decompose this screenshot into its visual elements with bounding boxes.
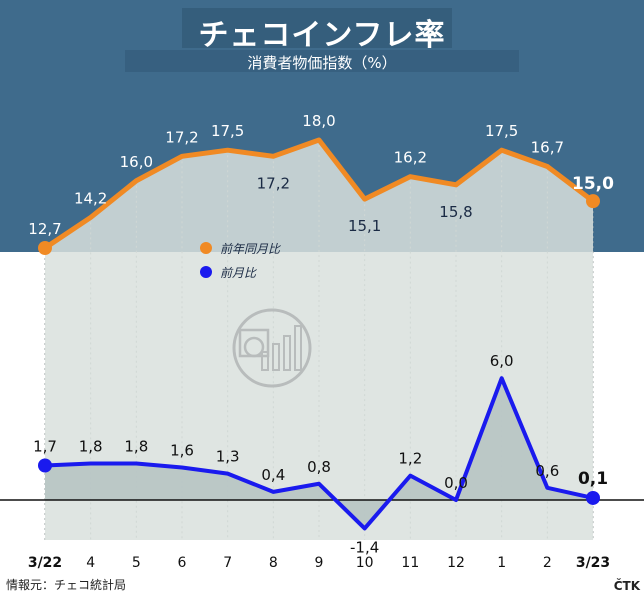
subtitle-backdrop [125,50,519,72]
mom-point [586,490,600,505]
yoy-area-fill [45,140,593,540]
yoy-data-label: 15,0 [572,174,614,194]
mom-area-fill [45,378,593,529]
x-tick-label: 4 [86,555,95,571]
series-lines [43,137,595,531]
legend-marker-mom [200,266,212,278]
x-tick-label: 3/22 [28,555,62,571]
yoy-data-label: 15,8 [439,203,472,221]
mom-data-label: 0,0 [444,474,468,492]
yoy-area [45,140,593,540]
legend-marker-yoy [200,242,212,254]
mom-data-label: 0,1 [578,469,608,489]
legend-item-yoy: 前年同月比 [200,236,280,260]
x-tick-label: 3/23 [576,555,610,571]
source-note: 情報元：チェコ統計局 [6,578,127,592]
x-tick-label: 1 [497,555,506,571]
credit-label: ČTK [613,579,640,593]
mom-point [38,458,52,473]
yoy-data-label: 18,0 [302,112,335,130]
x-tick-label: 6 [178,555,187,571]
title-backdrop [182,8,452,48]
watermark-icon [232,308,312,388]
x-tick-labels: 3/22 4 5 6 7 8 9 10 11 12 1 2 3/23 [28,555,610,571]
mom-data-label: 0,4 [261,466,285,484]
yoy-line [43,137,595,251]
legend-label-yoy: 前年同月比 [220,241,281,256]
yoy-data-label: 17,2 [165,128,198,146]
yoy-data-label: 16,2 [394,149,427,167]
mom-data-label: 1,8 [79,437,103,455]
mom-line [44,376,594,531]
x-tick-label: 7 [223,555,232,571]
data-labels: 12,7 14,2 16,0 17,2 17,5 17,2 18,0 15,1 16,2 15,8… [28,112,614,556]
series-points [38,194,600,505]
yoy-data-label: 17,2 [257,174,290,192]
mom-data-label: -1,4 [350,538,379,556]
x-tick-label: 5 [132,555,141,571]
mom-data-label: 1,2 [398,450,422,468]
x-tick-label: 8 [269,555,278,571]
x-tick-label: 9 [315,555,324,571]
yoy-data-label: 15,1 [348,217,381,235]
mom-data-label: 1,8 [124,437,148,455]
mom-data-label: 0,6 [535,462,559,480]
yoy-point [38,241,52,255]
mom-data-label: 1,3 [216,448,240,466]
legend-label-mom: 前月比 [220,265,257,280]
chart-subtitle: 消費者物価指数（%） [247,54,397,72]
x-tick-label: 2 [543,555,552,571]
yoy-data-label: 12,7 [28,220,61,238]
yoy-point [586,194,600,209]
x-tick-label: 10 [356,555,374,571]
yoy-data-label: 16,0 [120,153,153,171]
x-tick-label: 12 [447,555,465,571]
mom-data-label: 1,6 [170,442,194,460]
yoy-data-label: 14,2 [74,189,107,207]
mom-data-label: 1,7 [33,437,57,455]
mom-data-label: 0,8 [307,458,331,476]
mom-data-label: 6,0 [490,352,514,370]
yoy-data-label: 16,7 [531,138,564,156]
chart-title: チェコインフレ率 [198,18,446,53]
yoy-data-label: 17,5 [485,122,518,140]
x-tick-label: 11 [401,555,419,571]
legend-item-mom: 前月比 [200,260,280,284]
yoy-data-label: 17,5 [211,122,244,140]
legend: 前年同月比 前月比 [200,236,280,284]
mom-area [45,378,593,529]
